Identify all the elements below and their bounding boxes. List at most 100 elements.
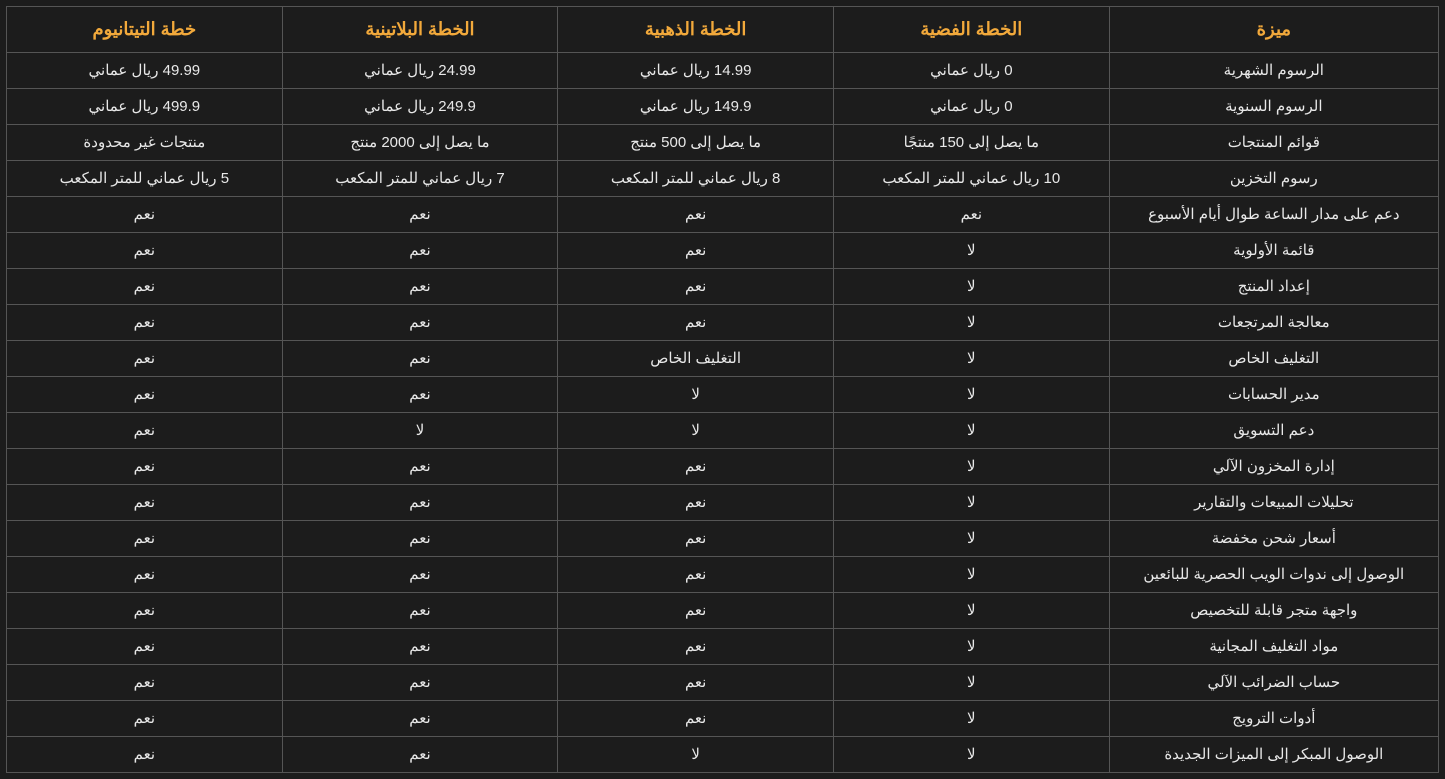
table-row: رسوم التخزين10 ريال عماني للمتر المكعب8 … bbox=[7, 161, 1439, 197]
table-row: التغليف الخاصلاالتغليف الخاصنعمنعم bbox=[7, 341, 1439, 377]
cell-gold: لا bbox=[558, 377, 834, 413]
cell-silver: لا bbox=[833, 341, 1109, 377]
cell-gold: نعم bbox=[558, 665, 834, 701]
cell-platinum: نعم bbox=[282, 449, 558, 485]
cell-feature: قوائم المنتجات bbox=[1109, 125, 1438, 161]
table-row: أسعار شحن مخفضةلانعمنعمنعم bbox=[7, 521, 1439, 557]
cell-silver: ما يصل إلى 150 منتجًا bbox=[833, 125, 1109, 161]
table-row: الوصول إلى ندوات الويب الحصرية للبائعينل… bbox=[7, 557, 1439, 593]
cell-titanium: نعم bbox=[7, 413, 283, 449]
cell-titanium: نعم bbox=[7, 197, 283, 233]
cell-silver: 0 ريال عماني bbox=[833, 53, 1109, 89]
cell-platinum: نعم bbox=[282, 521, 558, 557]
pricing-comparison-table: ميزة الخطة الفضية الخطة الذهبية الخطة ال… bbox=[6, 6, 1439, 773]
cell-platinum: نعم bbox=[282, 377, 558, 413]
table-row: دعم على مدار الساعة طوال أيام الأسبوعنعم… bbox=[7, 197, 1439, 233]
cell-silver: لا bbox=[833, 701, 1109, 737]
cell-gold: نعم bbox=[558, 701, 834, 737]
cell-feature: قائمة الأولوية bbox=[1109, 233, 1438, 269]
cell-silver: لا bbox=[833, 629, 1109, 665]
cell-gold: 149.9 ريال عماني bbox=[558, 89, 834, 125]
cell-silver: لا bbox=[833, 269, 1109, 305]
cell-platinum: 24.99 ريال عماني bbox=[282, 53, 558, 89]
cell-titanium: 49.99 ريال عماني bbox=[7, 53, 283, 89]
cell-feature: الوصول إلى ندوات الويب الحصرية للبائعين bbox=[1109, 557, 1438, 593]
cell-titanium: نعم bbox=[7, 737, 283, 773]
table-row: الرسوم الشهرية0 ريال عماني14.99 ريال عما… bbox=[7, 53, 1439, 89]
cell-feature: الرسوم السنوية bbox=[1109, 89, 1438, 125]
cell-feature: واجهة متجر قابلة للتخصيص bbox=[1109, 593, 1438, 629]
cell-feature: معالجة المرتجعات bbox=[1109, 305, 1438, 341]
cell-titanium: نعم bbox=[7, 485, 283, 521]
cell-silver: لا bbox=[833, 557, 1109, 593]
table-row: دعم التسويقلالالانعم bbox=[7, 413, 1439, 449]
cell-titanium: نعم bbox=[7, 629, 283, 665]
cell-gold: نعم bbox=[558, 197, 834, 233]
table-header-row: ميزة الخطة الفضية الخطة الذهبية الخطة ال… bbox=[7, 7, 1439, 53]
cell-feature: الوصول المبكر إلى الميزات الجديدة bbox=[1109, 737, 1438, 773]
cell-titanium: 5 ريال عماني للمتر المكعب bbox=[7, 161, 283, 197]
cell-platinum: نعم bbox=[282, 197, 558, 233]
cell-feature: الرسوم الشهرية bbox=[1109, 53, 1438, 89]
cell-gold: نعم bbox=[558, 593, 834, 629]
cell-gold: نعم bbox=[558, 557, 834, 593]
cell-silver: لا bbox=[833, 593, 1109, 629]
col-header-titanium: خطة التيتانيوم bbox=[7, 7, 283, 53]
cell-feature: إعداد المنتج bbox=[1109, 269, 1438, 305]
cell-platinum: ما يصل إلى 2000 منتج bbox=[282, 125, 558, 161]
cell-silver: لا bbox=[833, 449, 1109, 485]
cell-titanium: نعم bbox=[7, 377, 283, 413]
cell-platinum: نعم bbox=[282, 557, 558, 593]
cell-titanium: نعم bbox=[7, 593, 283, 629]
cell-titanium: نعم bbox=[7, 305, 283, 341]
cell-platinum: نعم bbox=[282, 593, 558, 629]
cell-feature: دعم على مدار الساعة طوال أيام الأسبوع bbox=[1109, 197, 1438, 233]
cell-platinum: نعم bbox=[282, 485, 558, 521]
cell-titanium: 499.9 ريال عماني bbox=[7, 89, 283, 125]
cell-feature: أدوات الترويج bbox=[1109, 701, 1438, 737]
cell-titanium: نعم bbox=[7, 449, 283, 485]
col-header-platinum: الخطة البلاتينية bbox=[282, 7, 558, 53]
table-row: قائمة الأولويةلانعمنعمنعم bbox=[7, 233, 1439, 269]
table-row: أدوات الترويجلانعمنعمنعم bbox=[7, 701, 1439, 737]
cell-feature: مواد التغليف المجانية bbox=[1109, 629, 1438, 665]
cell-platinum: نعم bbox=[282, 665, 558, 701]
cell-titanium: نعم bbox=[7, 701, 283, 737]
cell-gold: نعم bbox=[558, 485, 834, 521]
col-header-feature: ميزة bbox=[1109, 7, 1438, 53]
cell-feature: رسوم التخزين bbox=[1109, 161, 1438, 197]
cell-gold: نعم bbox=[558, 629, 834, 665]
cell-gold: نعم bbox=[558, 449, 834, 485]
cell-feature: إدارة المخزون الآلي bbox=[1109, 449, 1438, 485]
cell-platinum: 7 ريال عماني للمتر المكعب bbox=[282, 161, 558, 197]
cell-silver: لا bbox=[833, 377, 1109, 413]
cell-platinum: نعم bbox=[282, 269, 558, 305]
cell-titanium: نعم bbox=[7, 341, 283, 377]
table-row: الرسوم السنوية0 ريال عماني149.9 ريال عما… bbox=[7, 89, 1439, 125]
cell-platinum: نعم bbox=[282, 341, 558, 377]
cell-feature: تحليلات المبيعات والتقارير bbox=[1109, 485, 1438, 521]
cell-titanium: منتجات غير محدودة bbox=[7, 125, 283, 161]
cell-titanium: نعم bbox=[7, 521, 283, 557]
cell-silver: لا bbox=[833, 233, 1109, 269]
cell-feature: دعم التسويق bbox=[1109, 413, 1438, 449]
table-row: قوائم المنتجاتما يصل إلى 150 منتجًا ما يص… bbox=[7, 125, 1439, 161]
table-row: حساب الضرائب الآليلانعمنعمنعم bbox=[7, 665, 1439, 701]
cell-silver: نعم bbox=[833, 197, 1109, 233]
cell-platinum: نعم bbox=[282, 233, 558, 269]
cell-feature: حساب الضرائب الآلي bbox=[1109, 665, 1438, 701]
cell-feature: أسعار شحن مخفضة bbox=[1109, 521, 1438, 557]
cell-platinum: نعم bbox=[282, 701, 558, 737]
cell-platinum: لا bbox=[282, 413, 558, 449]
cell-silver: 10 ريال عماني للمتر المكعب bbox=[833, 161, 1109, 197]
cell-gold: نعم bbox=[558, 233, 834, 269]
cell-gold: نعم bbox=[558, 269, 834, 305]
table-row: واجهة متجر قابلة للتخصيصلانعمنعمنعم bbox=[7, 593, 1439, 629]
col-header-silver: الخطة الفضية bbox=[833, 7, 1109, 53]
cell-titanium: نعم bbox=[7, 269, 283, 305]
cell-feature: التغليف الخاص bbox=[1109, 341, 1438, 377]
table-row: مدير الحساباتلالانعمنعم bbox=[7, 377, 1439, 413]
cell-titanium: نعم bbox=[7, 233, 283, 269]
cell-platinum: 249.9 ريال عماني bbox=[282, 89, 558, 125]
cell-gold: نعم bbox=[558, 521, 834, 557]
